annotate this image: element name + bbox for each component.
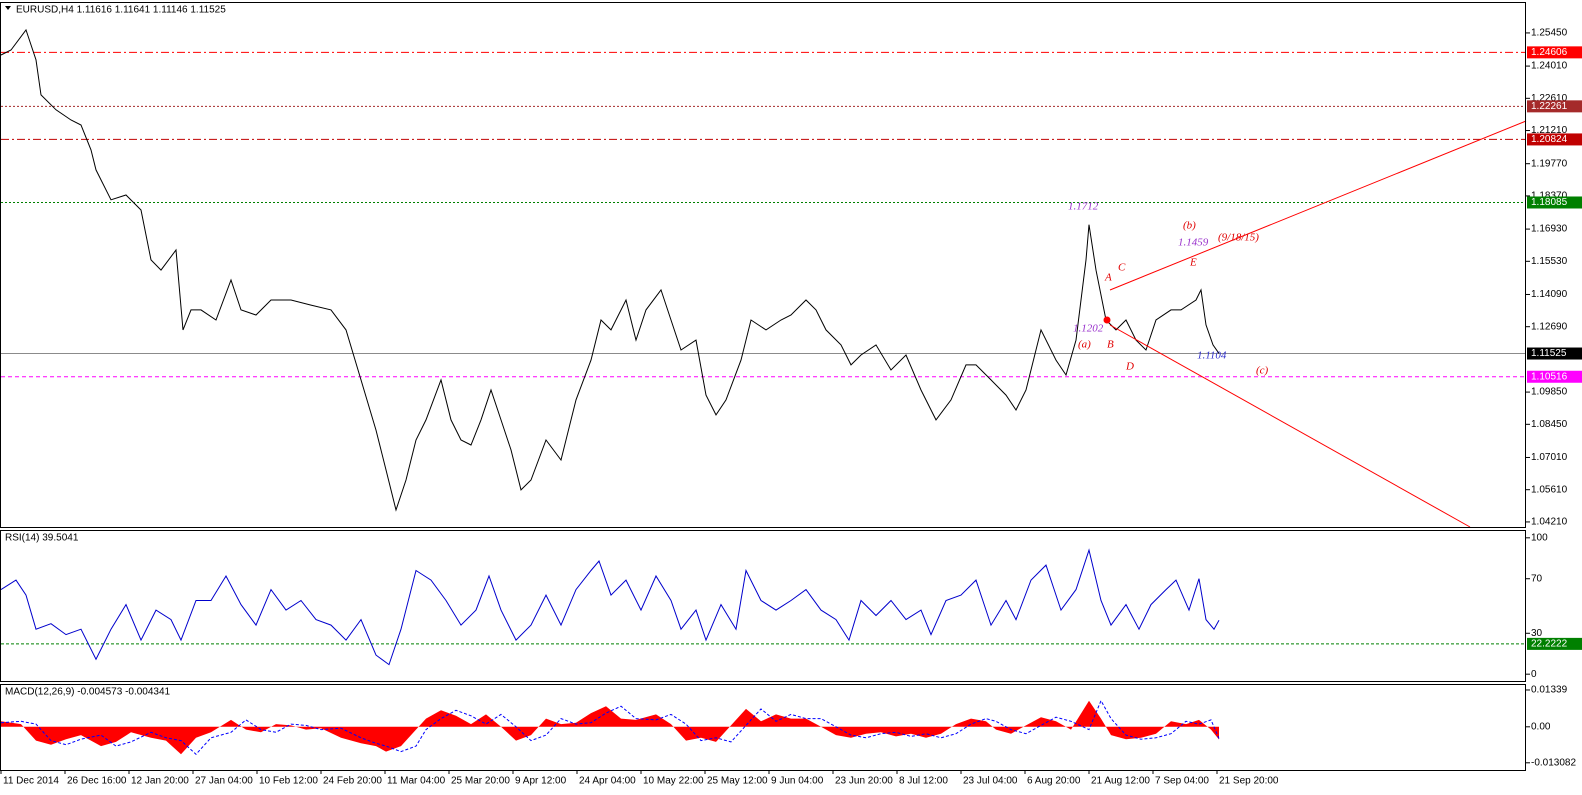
pivot-dot: [1103, 316, 1111, 324]
level-label: 1.10516: [1531, 371, 1568, 382]
wave-annotation: (b): [1183, 220, 1196, 232]
x-tick-label: 24 Feb 20:00: [323, 776, 382, 787]
x-tick-label: 21 Aug 12:00: [1091, 776, 1150, 787]
price-line: [0, 28, 1220, 512]
x-tick-label: 26 Dec 16:00: [67, 776, 127, 787]
y-tick-label: 0.00: [1531, 721, 1551, 732]
chart-title: EURUSD,H4 1.11616 1.11641 1.11146 1.1152…: [16, 5, 226, 16]
y-tick-label: 1.21210: [1531, 125, 1568, 136]
level-label: 22.2222: [1531, 639, 1568, 650]
wave-annotation: 1.1202: [1073, 323, 1104, 335]
y-tick-label: 1.07010: [1531, 452, 1568, 463]
wave-annotation: A: [1104, 272, 1112, 284]
y-tick-label: 1.12690: [1531, 321, 1568, 332]
macd-histogram: [1, 700, 1219, 755]
symbol-icon: [5, 6, 11, 10]
x-tick-label: 10 Feb 12:00: [259, 776, 318, 787]
x-tick-label: 21 Sep 20:00: [1219, 776, 1279, 787]
macd-title: MACD(12,26,9) -0.004573 -0.004341: [5, 687, 171, 698]
panel-frame: [0, 2, 1526, 528]
x-tick-label: 25 May 12:00: [707, 776, 768, 787]
y-tick-label: 1.16930: [1531, 224, 1568, 235]
x-tick-label: 27 Jan 04:00: [195, 776, 253, 787]
level-label: 1.20824: [1531, 134, 1568, 145]
y-tick-label: 1.09850: [1531, 387, 1568, 398]
y-tick-label: 0.01339: [1531, 685, 1568, 696]
level-label: 1.18085: [1531, 197, 1568, 208]
y-tick-label: 1.08450: [1531, 419, 1568, 430]
x-tick-label: 8 Jul 12:00: [899, 776, 948, 787]
wave-annotation: D: [1125, 361, 1134, 373]
y-tick-label: -0.013082: [1531, 757, 1576, 768]
level-box: [1527, 100, 1582, 113]
x-tick-label: 6 Aug 20:00: [1027, 776, 1081, 787]
wave-annotation: B: [1107, 339, 1114, 351]
level-label: 1.22261: [1531, 101, 1568, 112]
level-box: [1527, 637, 1582, 650]
x-tick-label: 9 Apr 12:00: [515, 776, 567, 787]
y-tick-label: 1.22610: [1531, 93, 1568, 104]
wave-annotation: 1.1712: [1068, 201, 1099, 213]
y-tick-label: 30: [1531, 628, 1543, 639]
trend-line: [1109, 324, 1471, 528]
x-tick-label: 9 Jun 04:00: [771, 776, 824, 787]
y-tick-label: 1.19770: [1531, 158, 1568, 169]
macd-signal: [0, 699, 1220, 756]
wave-annotation: (c): [1256, 365, 1269, 377]
rsi-title: RSI(14) 39.5041: [5, 533, 79, 544]
level-label: 1.24606: [1531, 47, 1568, 58]
y-tick-label: 0: [1531, 669, 1537, 680]
x-tick-label: 24 Apr 04:00: [579, 776, 636, 787]
wave-annotation: 1.1104: [1197, 350, 1227, 362]
x-tick-label: 7 Sep 04:00: [1155, 776, 1209, 787]
level-box: [1527, 46, 1582, 59]
grid-layer: [1, 51, 1526, 645]
y-tick-label: 1.18370: [1531, 191, 1568, 202]
wave-annotation: E: [1189, 257, 1197, 269]
level-box: [1527, 133, 1582, 146]
level-box: [1527, 370, 1582, 383]
level-box: [1527, 347, 1582, 360]
x-tick-label: 23 Jun 20:00: [835, 776, 893, 787]
wave-annotation: 1.1459: [1178, 237, 1209, 249]
wave-annotation: (9/18/15): [1218, 232, 1259, 244]
mark-layer: [0, 28, 1220, 756]
wave-annotation: (a): [1078, 339, 1091, 351]
trend-line: [1109, 120, 1527, 291]
level-label: 1.11525: [1531, 348, 1567, 359]
y-tick-label: 1.04210: [1531, 517, 1568, 528]
panel-frame: [0, 684, 1526, 771]
y-tick-label: 1.25450: [1531, 28, 1568, 39]
x-tick-label: 11 Mar 04:00: [387, 776, 446, 787]
x-tick-label: 10 May 22:00: [643, 776, 704, 787]
y-tick-label: 70: [1531, 573, 1543, 584]
y-tick-label: 100: [1531, 532, 1548, 543]
x-tick-label: 12 Jan 20:00: [131, 776, 189, 787]
label-layer: 1.04210 1.05610 1.07010 1.08450 1.09850 1.126…: [0, 28, 1582, 787]
x-tick-label: 25 Mar 20:00: [451, 776, 510, 787]
y-tick-label: 1.05610: [1531, 484, 1568, 495]
panel-frame: [0, 530, 1526, 682]
y-tick-label: 1.24010: [1531, 61, 1568, 72]
price-line: [0, 548, 1220, 666]
level-box: [1527, 196, 1582, 209]
wave-annotation: C: [1118, 262, 1126, 274]
x-tick-label: 11 Dec 2014: [3, 776, 59, 787]
x-tick-label: 23 Jul 04:00: [963, 776, 1018, 787]
y-tick-label: 1.15530: [1531, 256, 1568, 267]
y-tick-label: 1.14090: [1531, 289, 1568, 300]
